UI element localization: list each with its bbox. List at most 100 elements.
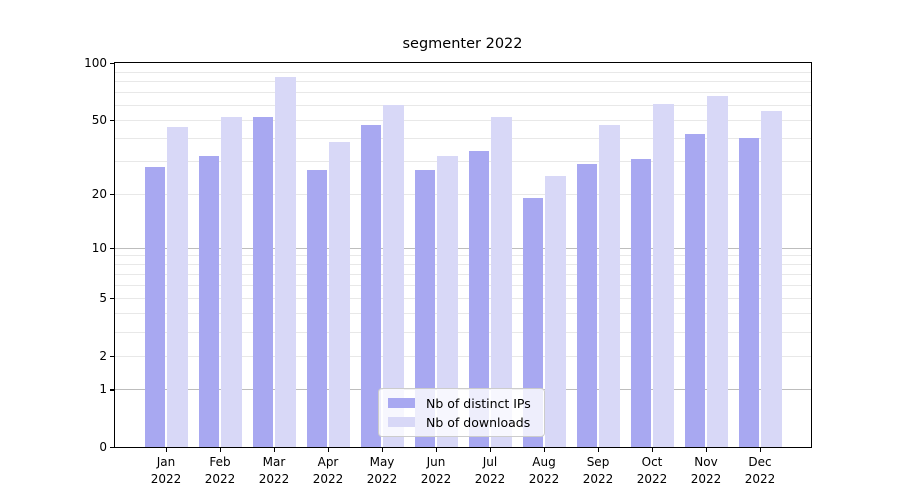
x-tick-year: 2022 — [204, 471, 236, 486]
x-tick-year: 2022 — [150, 471, 182, 486]
x-tick-month: Aug — [532, 455, 556, 469]
y-tick-mark — [110, 447, 114, 449]
gridline-minor — [115, 355, 811, 357]
x-tick-month: Dec — [748, 455, 772, 469]
gridline-minor — [115, 274, 811, 275]
bar-downloads-apr — [329, 142, 350, 447]
x-tick-month: Nov — [694, 455, 718, 469]
x-tick-mark — [651, 448, 653, 452]
y-tick-mark — [110, 297, 114, 300]
x-tick-mark — [597, 448, 599, 452]
y-tick-mark — [110, 389, 114, 391]
gridline-minor — [115, 161, 811, 163]
y-tick-label: 5 — [99, 290, 107, 305]
x-tick-label: Feb 2022 — [190, 454, 250, 487]
bar-downloads-oct — [653, 103, 674, 447]
x-tick-month: Jan — [156, 455, 176, 469]
y-tick-label: 10 — [91, 240, 107, 255]
bar-downloads-jan — [167, 126, 188, 447]
x-tick-label: Jul 2022 — [460, 454, 520, 487]
y-tick-label: 20 — [91, 186, 107, 201]
x-tick-month: Mar — [262, 455, 286, 469]
legend-label-downloads: Nb of downloads — [426, 414, 531, 430]
gridline-minor — [115, 193, 811, 195]
gridline-minor — [115, 331, 811, 333]
y-tick-mark — [110, 355, 114, 357]
y-tick-mark — [110, 247, 114, 249]
bar-downloads-jun — [437, 156, 458, 447]
chart-title: segmenter 2022 — [402, 36, 523, 52]
gridline-major — [115, 247, 811, 249]
y-tick-mark — [110, 63, 114, 65]
y-tick-label: 2 — [99, 348, 107, 363]
y-tick-label: 0 — [99, 440, 107, 454]
x-tick-year: 2022 — [582, 471, 614, 486]
bar-downloads-dec — [761, 110, 782, 447]
legend-item-downloads: Nb of downloads — [388, 415, 544, 430]
legend-label-distinct-ips: Nb of distinct IPs — [426, 395, 531, 411]
bar-downloads-nov — [707, 95, 728, 447]
x-tick-mark — [219, 448, 221, 452]
gridline-minor — [115, 255, 811, 257]
x-tick-label: May 2022 — [352, 454, 412, 487]
x-tick-mark — [273, 448, 275, 452]
gridline-minor — [115, 138, 811, 139]
gridline-minor — [115, 119, 811, 121]
x-tick-mark — [327, 448, 329, 452]
x-tick-month: May — [369, 455, 395, 469]
gridline-minor — [115, 313, 811, 315]
x-tick-year: 2022 — [636, 471, 668, 486]
x-tick-mark — [489, 448, 491, 452]
x-tick-month: Oct — [641, 455, 663, 469]
legend: Nb of distinct IPs Nb of downloads — [378, 388, 545, 437]
bar-distinct-ips-dec — [738, 138, 759, 447]
x-tick-month: Jul — [482, 455, 498, 469]
x-tick-label: Aug 2022 — [514, 454, 574, 487]
x-tick-year: 2022 — [528, 471, 560, 486]
bar-downloads-mar — [275, 77, 296, 447]
y-tick-label: 1 — [99, 382, 107, 397]
legend-swatch-distinct-ips — [388, 398, 415, 408]
x-tick-mark — [705, 448, 707, 452]
bar-distinct-ips-apr — [306, 169, 327, 447]
gridline-minor — [115, 92, 811, 94]
x-tick-label: Oct 2022 — [622, 454, 682, 487]
x-tick-label: Mar 2022 — [244, 454, 304, 487]
gridline-minor — [115, 285, 811, 287]
legend-item-distinct-ips: Nb of distinct IPs — [388, 396, 544, 411]
bar-distinct-ips-jul — [468, 151, 489, 447]
plot-area: 100 50 20 10 5 2 1 0 Jan 2022 Feb 2022 Mar 2022 Apr 20… — [84, 56, 812, 486]
y-tick-mark — [110, 193, 114, 195]
bar-distinct-ips-jan — [144, 166, 165, 447]
x-tick-year: 2022 — [474, 471, 506, 486]
bar-downloads-aug — [545, 175, 566, 447]
bar-downloads-feb — [221, 116, 242, 447]
gridline-minor — [115, 71, 811, 73]
x-tick-year: 2022 — [744, 471, 776, 486]
x-tick-month: Jun — [426, 455, 446, 469]
bar-distinct-ips-feb — [198, 156, 219, 447]
gridline-minor — [115, 264, 811, 266]
x-tick-year: 2022 — [420, 471, 452, 486]
bar-downloads-sep — [599, 124, 620, 447]
gridline-minor — [115, 297, 811, 299]
x-tick-label: Apr 2022 — [298, 454, 358, 487]
bar-downloads-jul — [491, 116, 512, 447]
x-tick-label: Sep 2022 — [568, 454, 628, 487]
x-tick-mark — [165, 448, 167, 452]
gridline-minor — [115, 81, 811, 83]
bar-distinct-ips-sep — [576, 164, 597, 447]
x-tick-year: 2022 — [258, 471, 290, 486]
bar-distinct-ips-oct — [630, 158, 651, 447]
x-tick-label: Nov 2022 — [676, 454, 736, 487]
x-tick-label: Dec 2022 — [730, 454, 790, 487]
x-tick-mark — [381, 448, 383, 452]
x-tick-mark — [435, 448, 437, 452]
bar-distinct-ips-nov — [684, 134, 705, 447]
x-tick-month: Apr — [317, 455, 339, 469]
x-tick-month: Sep — [586, 455, 610, 469]
y-tick-label: 100 — [84, 56, 107, 70]
gridline-minor — [115, 105, 811, 106]
bar-distinct-ips-aug — [522, 197, 543, 447]
